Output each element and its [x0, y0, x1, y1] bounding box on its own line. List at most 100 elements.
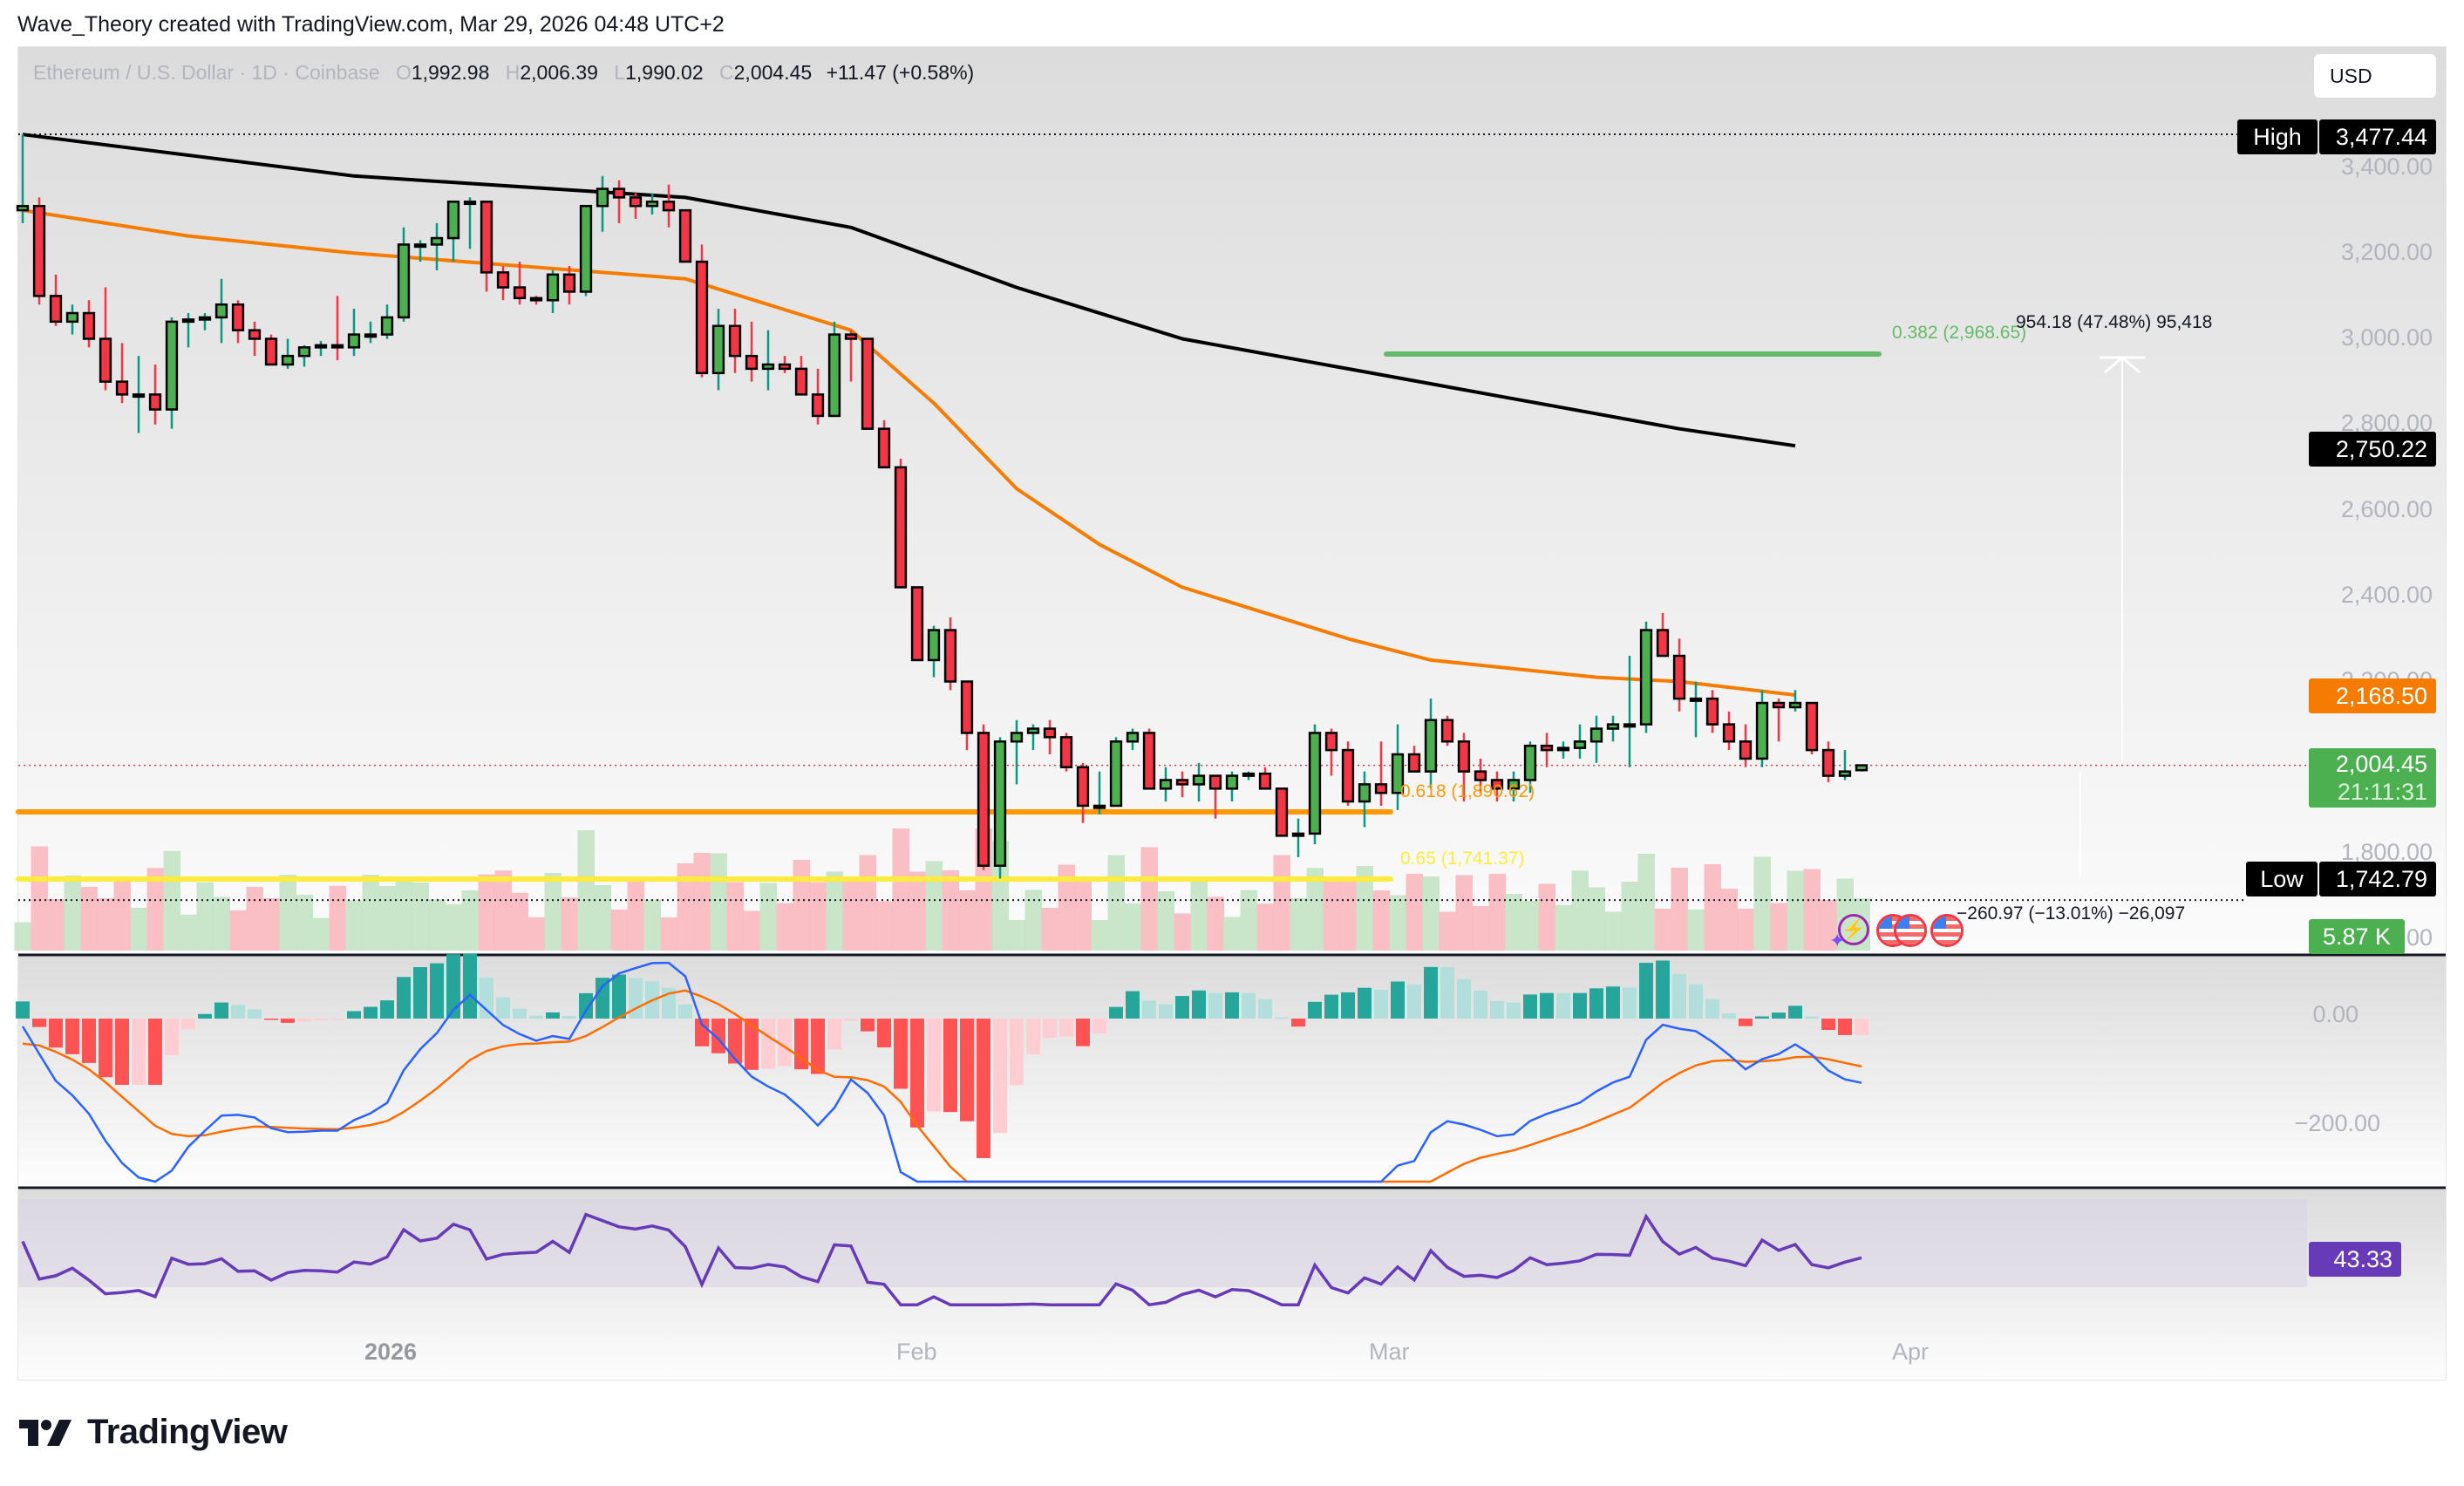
symbol-name[interactable]: Ethereum / U.S. Dollar · 1D · Coinbase	[33, 61, 380, 84]
low-label: L	[614, 61, 626, 84]
candle	[1540, 744, 1554, 752]
candle	[1490, 779, 1504, 790]
candle	[1424, 719, 1438, 773]
candle	[910, 586, 924, 662]
candle	[1656, 629, 1670, 658]
candle	[1855, 764, 1868, 772]
candle	[1805, 701, 1819, 752]
candle	[198, 316, 212, 321]
candle	[645, 201, 659, 208]
candle	[529, 297, 543, 302]
candle	[314, 344, 328, 349]
candle	[1308, 732, 1322, 835]
candle	[1573, 740, 1587, 749]
candle	[1043, 727, 1057, 739]
candle	[181, 318, 195, 324]
candle	[1838, 770, 1852, 777]
candle	[811, 393, 825, 418]
candle	[943, 629, 957, 683]
price-tick: 3,000.00	[2340, 324, 2433, 351]
time-label: Apr	[1892, 1339, 1930, 1365]
candle	[463, 201, 477, 206]
fib-0382-label: 0.382 (2,968.65)	[1892, 323, 2027, 343]
low-tag-value: 1,742.79	[2319, 862, 2436, 896]
tradingview-logo[interactable]: TradingView	[19, 1413, 288, 1452]
candle	[32, 204, 46, 297]
candle	[960, 680, 974, 734]
candle	[1606, 723, 1620, 730]
candle	[1689, 697, 1703, 702]
high-value: 2,006.39	[520, 61, 598, 84]
candle	[1324, 732, 1338, 752]
ema200-line	[22, 133, 1796, 448]
candle	[1639, 629, 1653, 726]
candle	[1076, 766, 1090, 808]
candle	[596, 187, 609, 208]
candle	[446, 201, 460, 240]
candle	[1192, 774, 1206, 786]
high-tag-value: 3,477.44	[2319, 119, 2436, 154]
ema50-price-tag: 2,168.50	[2309, 678, 2436, 713]
candle	[1208, 774, 1222, 790]
candle	[430, 236, 444, 246]
rsi-value-tag: 43.33	[2309, 1242, 2401, 1277]
ema200-price-tag: 2,750.22	[2309, 432, 2436, 467]
candle	[1026, 727, 1040, 734]
candle	[1739, 740, 1753, 760]
candle	[231, 303, 245, 331]
candle	[214, 303, 228, 319]
candle	[877, 427, 891, 469]
time-label: 2026	[364, 1339, 418, 1365]
rsi-band	[18, 1199, 2307, 1287]
candle	[1523, 744, 1537, 781]
candle	[1175, 779, 1189, 786]
candle	[297, 346, 311, 358]
price-tick: 3,400.00	[2340, 153, 2433, 180]
candle	[1142, 732, 1156, 790]
candle	[711, 324, 725, 375]
sparkle-icon: ✦	[1829, 930, 1846, 951]
candle	[1059, 736, 1073, 768]
candle	[1126, 732, 1140, 743]
fib-0618-label: 0.618 (1,890.62)	[1400, 781, 1535, 801]
volume-tag: 5.87 K	[2309, 919, 2405, 954]
candle	[1407, 753, 1421, 773]
close-value: 2,004.45	[733, 61, 813, 84]
candle	[579, 204, 593, 293]
change-value: +11.47 (+0.58%)	[826, 61, 975, 84]
candle	[1474, 770, 1487, 781]
candle	[1092, 804, 1106, 809]
currency-button[interactable]: USD	[2314, 54, 2436, 98]
candle	[844, 333, 858, 340]
candle	[761, 363, 775, 371]
candle	[82, 311, 96, 340]
price-pane	[18, 47, 2446, 954]
candle	[165, 320, 179, 411]
high-tag-label: High	[2237, 119, 2318, 154]
candle	[248, 329, 262, 340]
candle	[1341, 748, 1355, 803]
lightning-event-icon[interactable]: ⚡	[1838, 914, 1869, 945]
us-flag-event-icon[interactable]	[1894, 914, 1927, 947]
candle	[347, 333, 361, 349]
candle	[861, 337, 875, 430]
low-value: 1,990.02	[625, 61, 704, 84]
candle	[1821, 748, 1835, 777]
candle	[1258, 772, 1272, 790]
candle	[65, 311, 79, 324]
candle	[662, 201, 676, 212]
candle	[1772, 701, 1786, 709]
time-label: Feb	[896, 1339, 937, 1365]
price-tick: 2,600.00	[2340, 496, 2433, 522]
candle	[1358, 783, 1372, 803]
price-tick: 1,800.00	[2340, 839, 2433, 865]
candle	[513, 286, 527, 300]
candle	[1705, 697, 1719, 726]
us-flag-event-icon[interactable]	[1930, 914, 1964, 947]
candle	[1507, 779, 1521, 790]
candle	[281, 354, 295, 366]
last-price-value: 2,004.45	[2335, 751, 2427, 777]
candle	[16, 204, 30, 212]
candle	[397, 243, 411, 319]
